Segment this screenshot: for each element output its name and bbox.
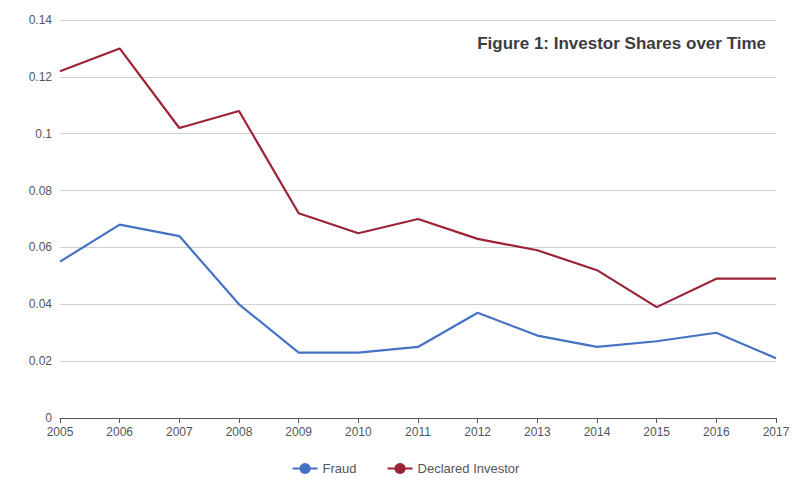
svg-text:2016: 2016 — [703, 425, 730, 439]
svg-text:Figure 1: Investor Shares over: Figure 1: Investor Shares over Time — [477, 34, 766, 53]
svg-text:Declared Investor: Declared Investor — [418, 461, 521, 476]
svg-text:2006: 2006 — [106, 425, 133, 439]
svg-text:2005: 2005 — [47, 425, 74, 439]
svg-text:0.04: 0.04 — [29, 297, 53, 311]
svg-text:2008: 2008 — [226, 425, 253, 439]
svg-text:Fraud: Fraud — [323, 461, 357, 476]
svg-text:0.02: 0.02 — [29, 354, 53, 368]
svg-text:2013: 2013 — [524, 425, 551, 439]
svg-text:2010: 2010 — [345, 425, 372, 439]
svg-text:2011: 2011 — [405, 425, 431, 439]
svg-text:2012: 2012 — [464, 425, 491, 439]
svg-text:2017: 2017 — [763, 425, 790, 439]
svg-text:2009: 2009 — [285, 425, 312, 439]
svg-text:2015: 2015 — [643, 425, 670, 439]
svg-text:2014: 2014 — [584, 425, 611, 439]
svg-text:0: 0 — [45, 411, 52, 425]
svg-text:0.14: 0.14 — [29, 13, 53, 27]
svg-text:0.12: 0.12 — [29, 70, 53, 84]
svg-text:0.06: 0.06 — [29, 240, 53, 254]
svg-text:0.08: 0.08 — [29, 184, 53, 198]
svg-text:2007: 2007 — [166, 425, 193, 439]
svg-text:0.1: 0.1 — [35, 127, 52, 141]
